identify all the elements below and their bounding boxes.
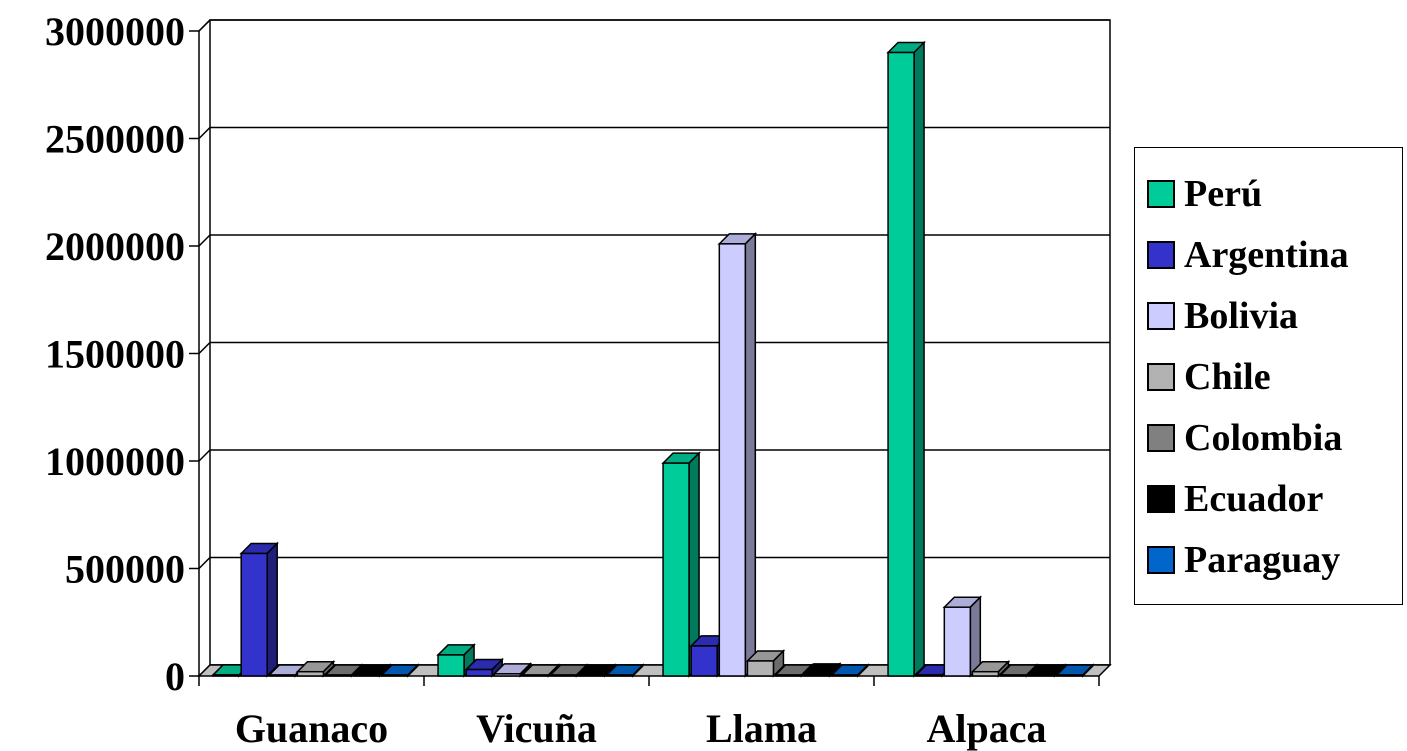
legend-label: Chile xyxy=(1184,356,1271,398)
x-category-label: Guanaco xyxy=(235,706,388,751)
y-tick-label: 2500000 xyxy=(45,117,185,162)
bar xyxy=(801,662,842,678)
legend-label: Colombia xyxy=(1184,417,1343,459)
legend-label: Ecuador xyxy=(1184,478,1324,520)
bar xyxy=(492,662,533,678)
bar xyxy=(576,663,617,678)
bar xyxy=(998,663,1039,678)
gridline xyxy=(198,234,1110,247)
legend-swatch xyxy=(1147,302,1175,330)
bar xyxy=(717,232,758,678)
y-tick-labels: 0 500000 1000000 1500000 2000000 2500000 30000… xyxy=(45,9,185,699)
legend-swatch xyxy=(1147,363,1175,391)
y-tick-label: 1000000 xyxy=(45,439,185,484)
bar xyxy=(886,40,926,678)
legend-label: Paraguay xyxy=(1184,539,1341,581)
y-tick-label: 2000000 xyxy=(45,224,185,269)
bar xyxy=(464,657,504,678)
gridline xyxy=(198,341,1110,355)
y-tick-label: 0 xyxy=(165,654,185,699)
legend-item: Ecuador xyxy=(1147,478,1324,520)
gridline xyxy=(198,126,1110,140)
bar xyxy=(1026,663,1067,678)
x-category-labels: Guanaco Vicuña Llama Alpaca xyxy=(235,706,1047,751)
bar xyxy=(520,663,561,678)
legend-item: Bolivia xyxy=(1147,295,1299,337)
bar xyxy=(745,649,786,678)
bar xyxy=(239,541,279,678)
gridline xyxy=(198,449,1110,462)
y-tick-label: 3000000 xyxy=(45,9,185,54)
x-category-label: Llama xyxy=(706,706,817,751)
legend-item: Colombia xyxy=(1147,417,1343,459)
legend: Perú Argentina Bolivia Chile Colombia Ecuador… xyxy=(1134,147,1403,605)
bar xyxy=(351,663,392,678)
bar xyxy=(548,663,589,678)
legend-swatch xyxy=(1147,546,1175,574)
bar xyxy=(661,451,701,678)
legend-item: Chile xyxy=(1147,356,1271,398)
bar xyxy=(970,659,1011,678)
axes xyxy=(189,19,1112,686)
bar xyxy=(1055,663,1095,678)
legend-label: Perú xyxy=(1184,173,1263,215)
x-category-label: Vicuña xyxy=(476,706,597,751)
legend-item: Perú xyxy=(1147,173,1263,215)
bar xyxy=(323,663,364,678)
y-tick-label: 1500000 xyxy=(45,332,185,377)
legend-swatch xyxy=(1147,241,1175,269)
bars xyxy=(211,40,1095,678)
y-tick-label: 500000 xyxy=(65,547,185,592)
legend-swatch xyxy=(1147,424,1175,452)
bar xyxy=(380,663,420,678)
x-category-label: Alpaca xyxy=(927,706,1047,751)
legend-item: Paraguay xyxy=(1147,539,1341,581)
legend-label: Bolivia xyxy=(1184,295,1299,337)
gridline xyxy=(198,556,1110,570)
bar xyxy=(830,663,870,678)
bar xyxy=(295,659,336,678)
legend-swatch xyxy=(1147,485,1175,513)
legend-item: Argentina xyxy=(1147,234,1349,276)
legend-swatch xyxy=(1147,180,1175,208)
bar xyxy=(942,595,983,678)
gridlines xyxy=(198,19,1111,677)
bar xyxy=(605,663,645,678)
legend-label: Argentina xyxy=(1184,234,1349,276)
y-axis xyxy=(198,19,211,676)
